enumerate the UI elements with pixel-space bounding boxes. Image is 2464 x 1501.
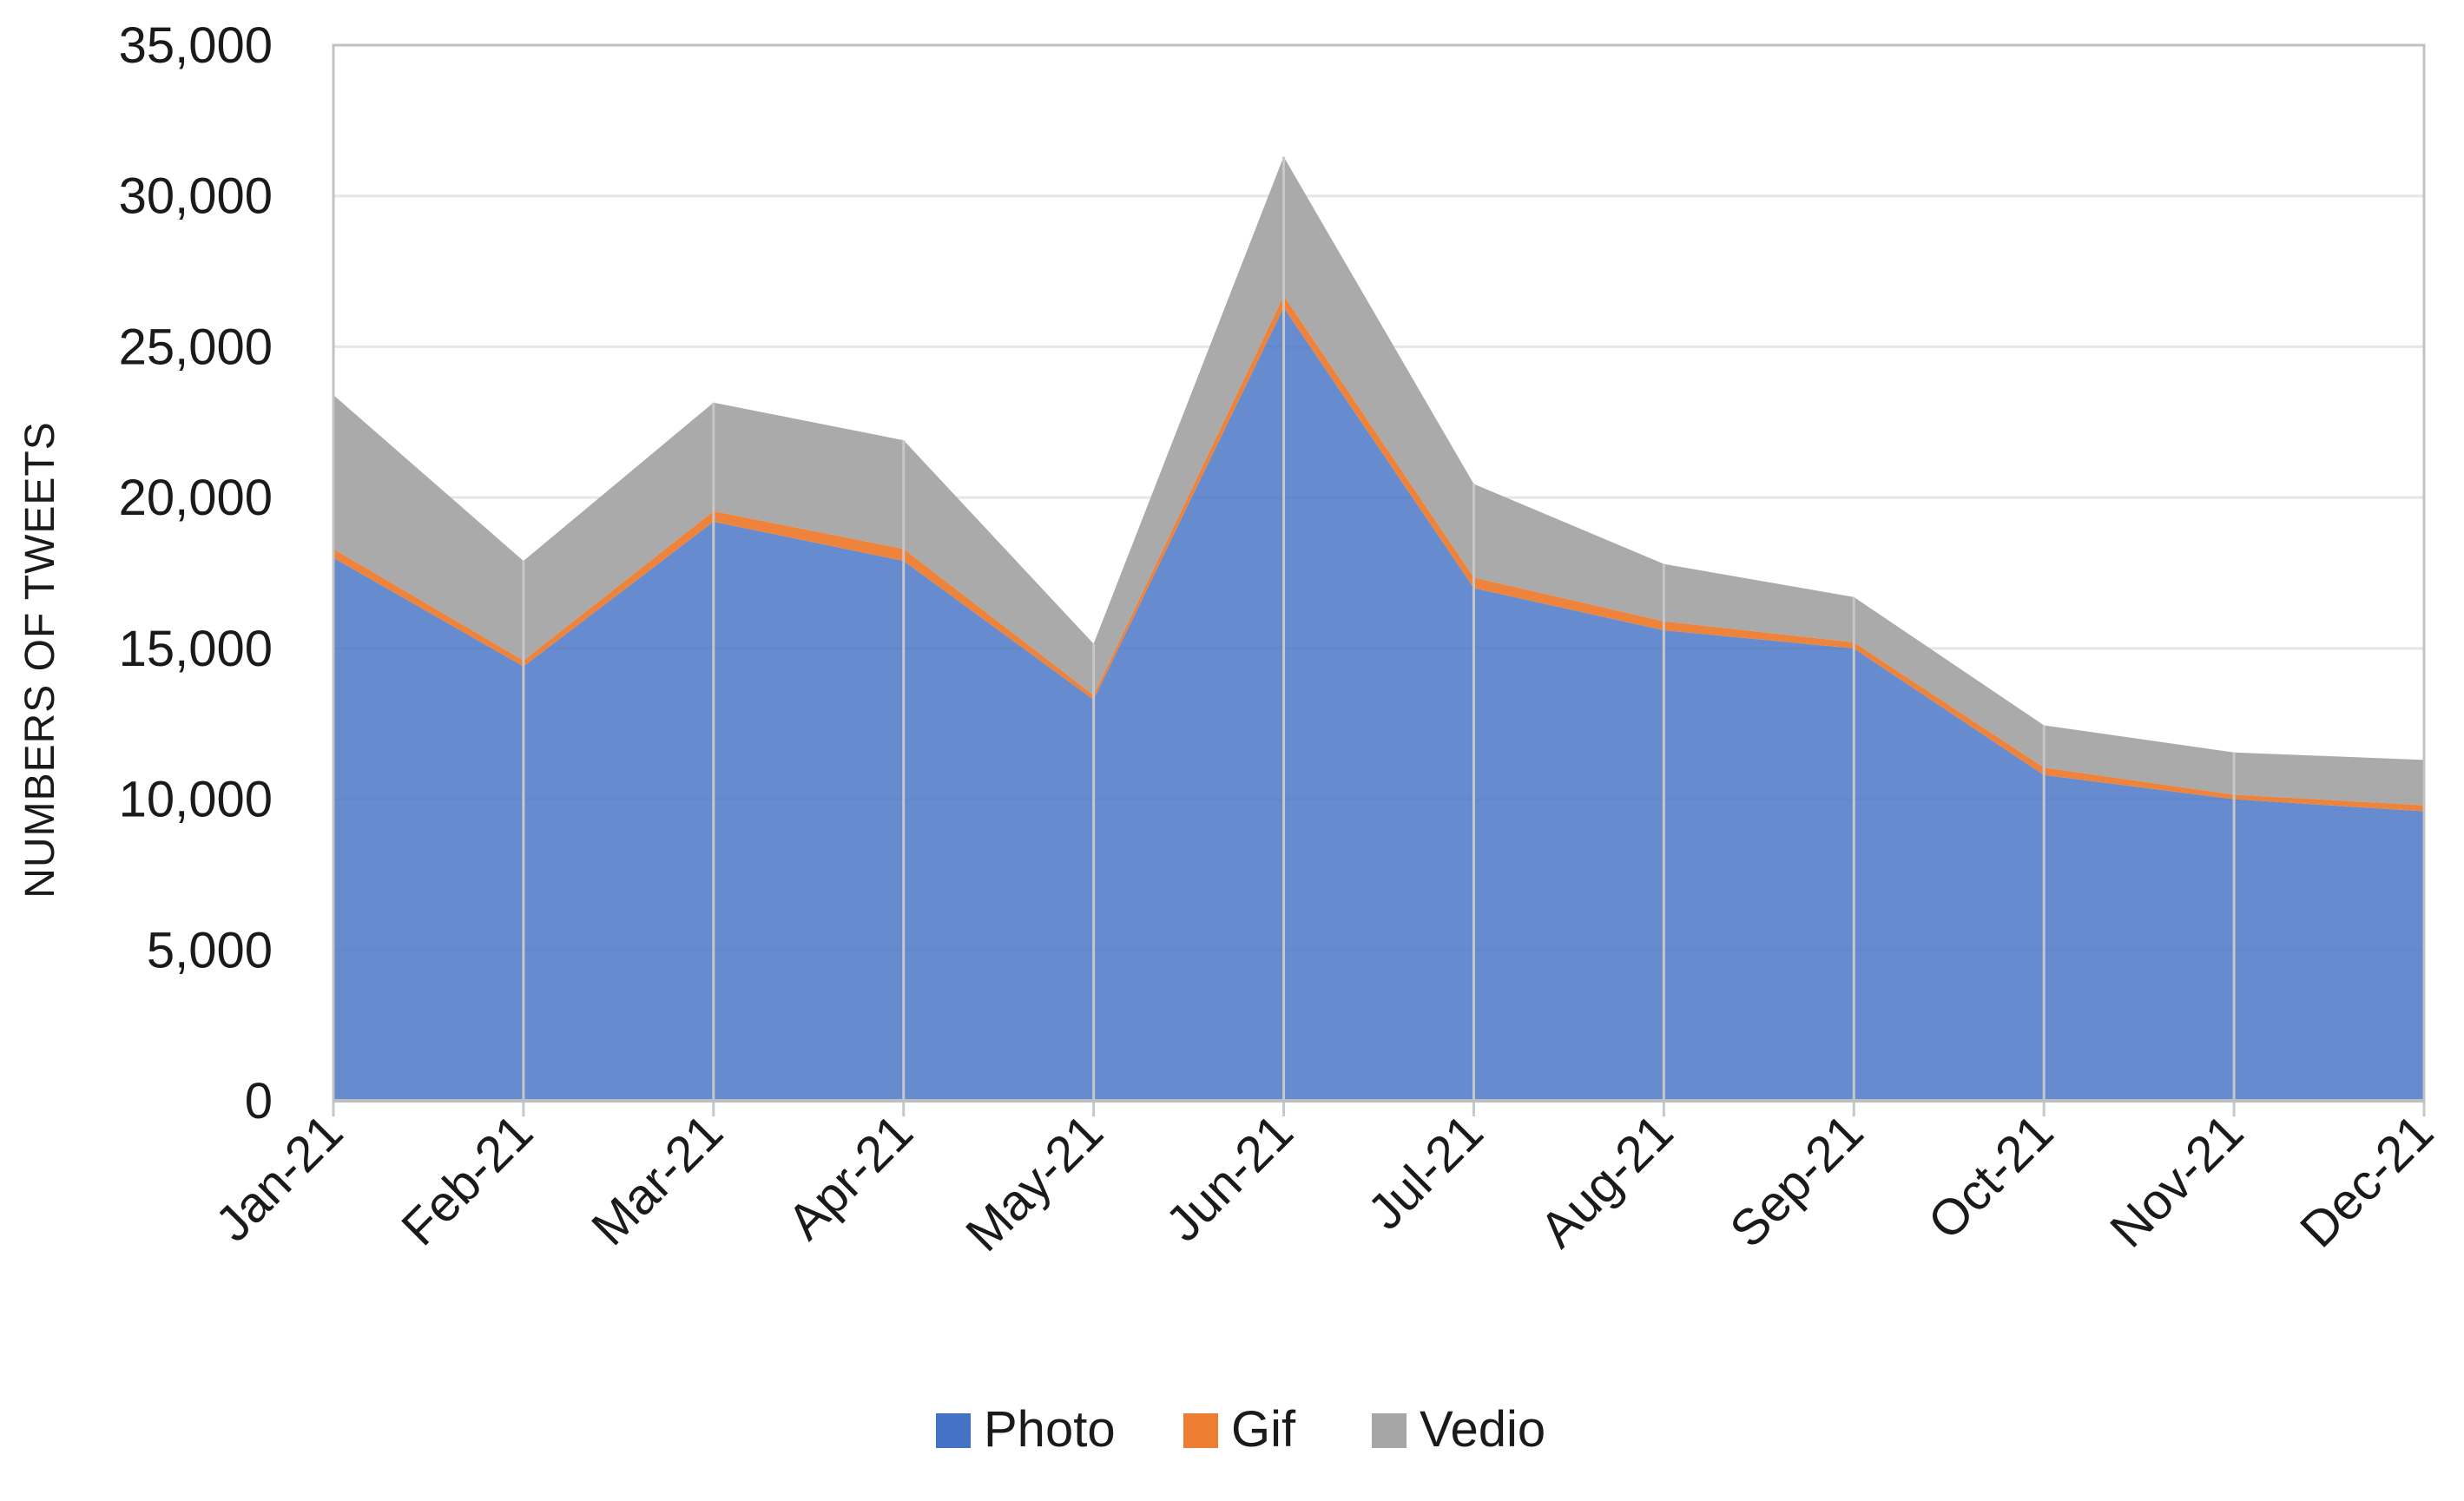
x-tick-label: Jan-21 xyxy=(205,1103,353,1252)
x-tick-label: Aug-21 xyxy=(1529,1103,1683,1258)
x-tick-label: May-21 xyxy=(955,1103,1114,1262)
y-tick-label: 5,000 xyxy=(147,922,273,978)
y-tick-label: 15,000 xyxy=(119,621,273,677)
y-tick-label: 10,000 xyxy=(119,772,273,828)
x-tick-label: Nov-21 xyxy=(2099,1103,2254,1258)
y-tick-label: 30,000 xyxy=(119,168,273,225)
x-tick-label: Jul-21 xyxy=(1357,1103,1494,1241)
x-tick-label: Mar-21 xyxy=(581,1103,734,1256)
legend-swatch-photo xyxy=(936,1413,971,1448)
x-tick-label: Dec-21 xyxy=(2289,1103,2444,1258)
y-axis-title: NUMBERS OF TWEETS xyxy=(17,421,63,898)
plot-frame xyxy=(332,43,2426,1103)
y-tick-label: 25,000 xyxy=(119,319,273,375)
x-tick-label: Jun-21 xyxy=(1155,1103,1303,1252)
legend: Photo Gif Vedio xyxy=(936,1401,1545,1458)
legend-label-photo: Photo xyxy=(984,1401,1116,1458)
area-vedio xyxy=(333,156,2424,806)
legend-swatch-gif xyxy=(1183,1413,1218,1448)
x-tick-label: Sep-21 xyxy=(1719,1103,1874,1258)
y-axis-tick-labels: 0 5,000 10,000 15,000 20,000 25,000 30,000 35,0… xyxy=(119,17,273,1129)
legend-label-vedio: Vedio xyxy=(1420,1401,1545,1458)
y-tick-label: 20,000 xyxy=(119,470,273,526)
plot-areas xyxy=(333,156,2424,1101)
x-tick-label: Oct-21 xyxy=(1917,1103,2064,1250)
y-tick-label: 35,000 xyxy=(119,17,273,74)
area-photo xyxy=(333,307,2424,1101)
legend-swatch-vedio xyxy=(1372,1413,1407,1448)
x-tick-label: Feb-21 xyxy=(391,1103,544,1256)
y-tick-label: 0 xyxy=(245,1073,273,1129)
x-tick-label: Apr-21 xyxy=(777,1103,924,1250)
legend-label-gif: Gif xyxy=(1231,1401,1296,1458)
x-axis-tick-labels: Jan-21 Feb-21 Mar-21 Apr-21 May-21 Jun-21 Jul-… xyxy=(205,1103,2444,1262)
